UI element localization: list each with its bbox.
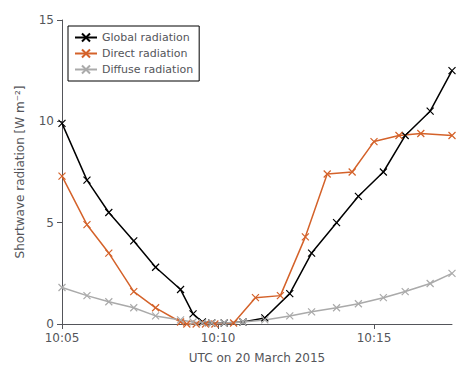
svg-text:Shortwave radiation [W m⁻²]: Shortwave radiation [W m⁻²] (13, 86, 27, 259)
svg-text:10:15: 10:15 (357, 331, 392, 345)
svg-text:10:10: 10:10 (201, 331, 236, 345)
svg-text:10: 10 (39, 114, 54, 128)
svg-text:Direct radiation: Direct radiation (102, 47, 188, 60)
svg-text:10:05: 10:05 (45, 331, 80, 345)
svg-text:Global radiation: Global radiation (102, 31, 190, 44)
svg-text:15: 15 (39, 13, 54, 27)
svg-text:Diffuse radiation: Diffuse radiation (102, 63, 193, 76)
svg-text:0: 0 (46, 317, 54, 331)
svg-text:5: 5 (46, 216, 54, 230)
svg-text:UTC on 20 March 2015: UTC on 20 March 2015 (189, 351, 325, 365)
